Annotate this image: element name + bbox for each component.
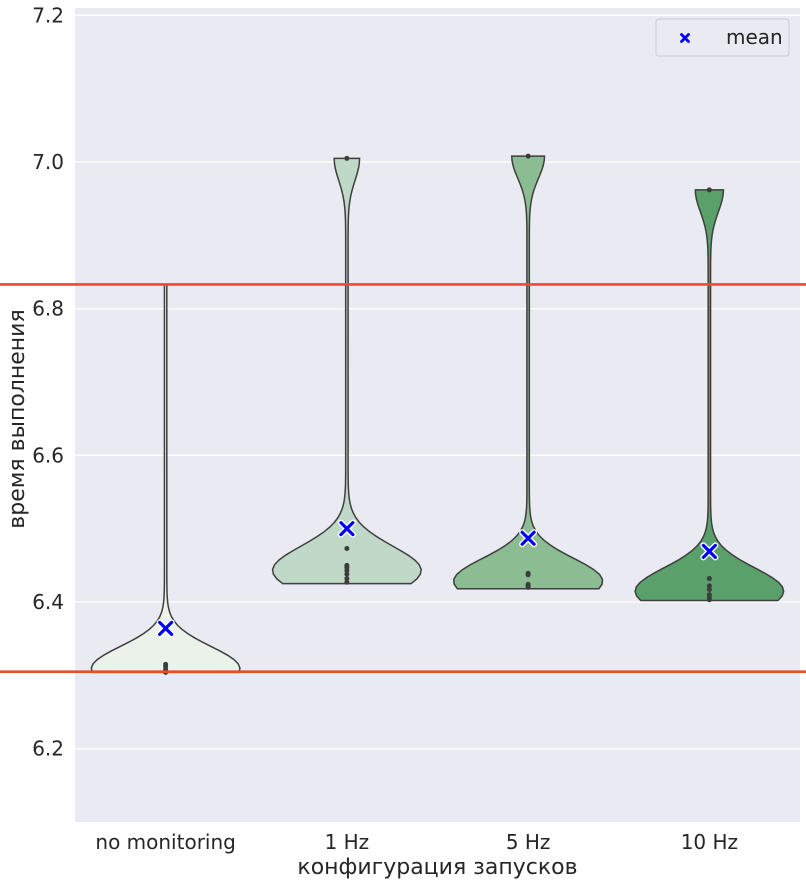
data-point bbox=[706, 576, 712, 582]
violins bbox=[90, 153, 785, 675]
data-point bbox=[706, 187, 712, 193]
violin-body bbox=[271, 157, 422, 585]
mean-marker bbox=[339, 521, 355, 537]
data-point bbox=[344, 576, 350, 582]
data-point bbox=[706, 583, 712, 589]
legend-box bbox=[655, 18, 790, 57]
data-point bbox=[706, 592, 712, 598]
x-tick-label: 1 Hz bbox=[325, 830, 370, 854]
y-tick-label: 6.8 bbox=[32, 297, 64, 321]
legend: mean bbox=[655, 18, 790, 57]
mean-marker bbox=[520, 530, 536, 546]
y-axis-label: время выполнения bbox=[5, 309, 30, 528]
y-tick-label: 7.2 bbox=[32, 3, 64, 27]
data-point bbox=[163, 661, 169, 667]
legend-mean-marker bbox=[680, 33, 690, 43]
data-point bbox=[706, 587, 712, 593]
mean-marker bbox=[158, 620, 174, 636]
x-tick-label: 5 Hz bbox=[506, 830, 551, 854]
data-point bbox=[344, 579, 350, 585]
x-axis-label: конфигурация запусков bbox=[297, 855, 577, 880]
mean-marker bbox=[701, 543, 717, 559]
x-tick-label: no monitoring bbox=[95, 830, 235, 854]
data-point bbox=[344, 571, 350, 577]
y-tick-label: 6.6 bbox=[32, 443, 64, 467]
data-point bbox=[344, 562, 350, 568]
violin-body bbox=[453, 155, 604, 590]
x-tick-labels: no monitoring 1 Hz 5 Hz 10 Hz bbox=[95, 830, 738, 854]
data-point bbox=[344, 155, 350, 161]
data-point bbox=[525, 581, 531, 587]
y-tick-label: 6.4 bbox=[32, 590, 64, 614]
plot-area bbox=[75, 8, 800, 822]
data-point bbox=[525, 153, 531, 159]
data-point bbox=[525, 570, 531, 576]
grid-lines bbox=[75, 14, 800, 750]
y-tick-label: 7.0 bbox=[32, 150, 64, 174]
data-point bbox=[344, 545, 350, 551]
y-tick-labels: 6.2 6.4 6.6 6.8 7.0 7.2 bbox=[32, 3, 64, 760]
x-tick-label: 10 Hz bbox=[681, 830, 738, 854]
reference-lines bbox=[0, 283, 806, 673]
legend-label-mean: mean bbox=[726, 25, 783, 49]
violin-body bbox=[634, 189, 785, 602]
y-tick-label: 6.2 bbox=[32, 737, 64, 761]
